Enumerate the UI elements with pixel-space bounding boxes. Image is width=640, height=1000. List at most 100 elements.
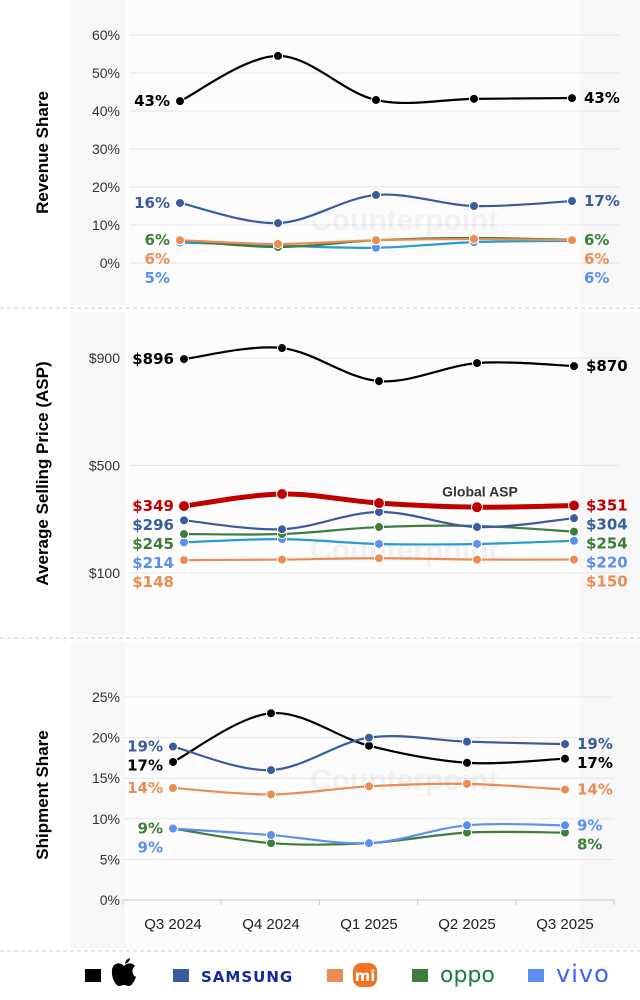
legend-item-xiaomi: mi: [327, 963, 377, 987]
data-point-vivo: [266, 830, 276, 841]
data-label-start: 14%: [127, 779, 163, 797]
legend-item-oppo: oppo: [412, 963, 495, 988]
data-label-start: 6%: [145, 231, 170, 249]
data-label-end: 14%: [577, 781, 613, 799]
data-point-xiaomi: [371, 235, 381, 246]
data-label-start: 5%: [145, 269, 170, 287]
data-point-vivo: [472, 538, 482, 549]
data-label-end: 17%: [577, 754, 613, 772]
apple-logo-icon: [111, 958, 136, 986]
data-point-apple: [175, 96, 185, 107]
y-tick-label: 30%: [92, 141, 120, 157]
data-label-start: $349: [132, 497, 174, 515]
data-point-apple: [179, 354, 189, 365]
y-tick-label: 0%: [100, 892, 120, 908]
watermark: Counterpoint: [310, 534, 498, 567]
data-point-apple: [569, 361, 579, 372]
data-label-end: 8%: [577, 835, 602, 853]
data-label-end: 9%: [577, 816, 602, 834]
y-tick-label: 5%: [100, 851, 120, 867]
legend: SAMSUNG mi oppo vivo: [85, 958, 609, 988]
data-label-end: $150: [586, 573, 628, 591]
data-point-xiaomi: [266, 789, 276, 800]
data-point-apple: [168, 756, 178, 767]
legend-item-apple: [85, 958, 136, 986]
data-point-samsung: [462, 736, 472, 747]
data-point-vivo: [569, 535, 579, 546]
y-tick-label: 25%: [92, 689, 120, 705]
data-label-start: 9%: [138, 820, 163, 838]
legend-swatch: [327, 969, 343, 982]
data-point-vivo: [374, 538, 384, 549]
data-point-vivo: [560, 820, 570, 831]
legend-swatch: [412, 969, 428, 982]
data-point-xiaomi: [277, 554, 287, 565]
data-point-xiaomi: [472, 554, 482, 565]
data-point-xiaomi: [168, 782, 178, 793]
data-label-end: 43%: [584, 89, 620, 107]
x-tick-label: Q2 2025: [438, 916, 496, 933]
data-label-end: 6%: [584, 269, 609, 287]
x-tick-label: Q4 2024: [242, 916, 300, 933]
data-point-samsung: [179, 515, 189, 526]
plot-area: [125, 642, 580, 948]
data-label-end: $870: [586, 357, 628, 375]
y-tick-label: 0%: [100, 255, 120, 271]
data-point-global-asp: [471, 501, 483, 514]
y-axis-title: Revenue Share: [33, 91, 52, 214]
data-label-end: $304: [586, 516, 628, 534]
x-tick-label: Q3 2024: [144, 916, 202, 933]
data-label-start: $245: [132, 535, 174, 553]
global-asp-annotation: Global ASP: [442, 483, 518, 499]
chart-panel-0: 0% 10% 20% 30% 40% 50% 60% Revenue Share Counter…: [0, 0, 640, 309]
data-point-xiaomi: [567, 235, 577, 246]
x-tick-label: Q1 2025: [340, 916, 398, 933]
plot-area: [125, 312, 580, 635]
x-tick-label: Q3 2025: [536, 916, 594, 933]
data-point-xiaomi: [175, 235, 185, 246]
y-tick-label: $100: [89, 565, 120, 581]
data-point-samsung: [569, 513, 579, 524]
y-tick-label: 20%: [92, 179, 120, 195]
xiaomi-logo-text: mi: [355, 967, 376, 985]
data-label-end: $351: [586, 497, 628, 515]
y-tick-label: 10%: [92, 811, 120, 827]
data-point-global-asp: [276, 487, 288, 500]
data-label-end: 6%: [584, 250, 609, 268]
data-label-start: $896: [132, 350, 174, 368]
y-axis-title: Shipment Share: [33, 730, 52, 859]
data-point-oppo: [569, 526, 579, 537]
data-point-samsung: [277, 524, 287, 535]
data-point-xiaomi: [273, 239, 283, 249]
data-point-xiaomi: [569, 554, 579, 565]
data-point-oppo: [179, 529, 189, 540]
data-point-samsung: [273, 218, 283, 229]
data-point-apple: [469, 93, 479, 104]
y-tick-label: 40%: [92, 103, 120, 119]
plot-area: [125, 0, 580, 305]
data-point-apple: [462, 757, 472, 768]
y-tick-label: 20%: [92, 730, 120, 746]
data-label-start: $148: [132, 573, 174, 591]
legend-swatch: [528, 969, 544, 982]
data-point-global-asp: [568, 499, 580, 512]
y-axis-title: Average Selling Price (ASP): [33, 361, 52, 585]
data-point-apple: [567, 93, 577, 104]
data-label-end: $220: [586, 554, 628, 572]
data-label-start: 43%: [134, 92, 170, 110]
data-point-xiaomi: [364, 781, 374, 792]
data-point-samsung: [364, 732, 374, 743]
legend-swatch: [85, 969, 101, 982]
data-point-samsung: [371, 189, 381, 200]
data-label-start: 16%: [134, 194, 170, 212]
data-label-end: 17%: [584, 192, 620, 210]
data-label-end: 6%: [584, 231, 609, 249]
data-point-samsung: [567, 196, 577, 207]
data-point-samsung: [175, 197, 185, 208]
y-tick-label: $900: [89, 350, 120, 366]
data-point-xiaomi: [560, 784, 570, 795]
data-point-apple: [374, 376, 384, 387]
data-label-start: 6%: [145, 250, 170, 268]
data-point-apple: [273, 50, 283, 61]
